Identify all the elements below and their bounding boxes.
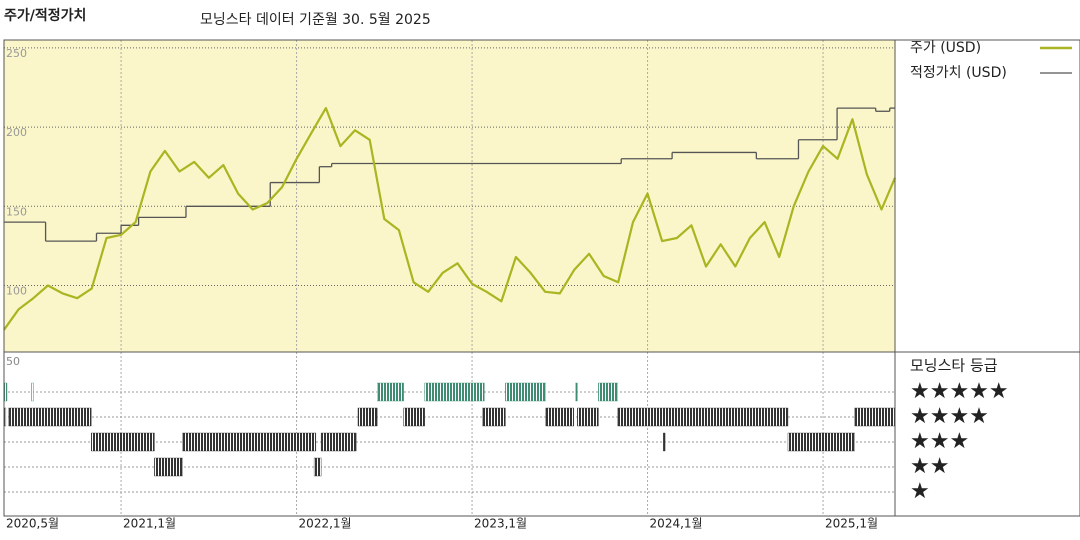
rating-bar: [320, 432, 357, 452]
rating-label: ★★★★★: [910, 379, 1009, 404]
plot-background: [4, 40, 895, 352]
rating-bar: [31, 382, 34, 402]
x-tick-label: 2024,1월: [650, 517, 703, 531]
x-tick-label: 2021,1월: [123, 517, 176, 531]
rating-bar: [403, 407, 425, 427]
rating-bar: [617, 407, 789, 427]
rating-panel-label: 50: [6, 355, 20, 368]
rating-bar: [424, 382, 485, 402]
price-line: [3, 107, 897, 331]
rating-bar: [91, 432, 155, 452]
rating-bar: [8, 407, 92, 427]
rating-bar: [182, 432, 317, 452]
rating-bar: [377, 382, 404, 402]
rating-bar: [482, 407, 506, 427]
x-tick-label: 2022,1월: [299, 517, 352, 531]
rating-bar: [577, 407, 599, 427]
y-tick-label: 250: [6, 47, 27, 60]
rating-label: ★: [910, 479, 930, 504]
rating-bar: [598, 382, 618, 402]
rating-bar: [505, 382, 546, 402]
legend-label: 주가 (USD): [910, 40, 981, 56]
rating-bar: [545, 407, 575, 427]
rating-bar: [154, 457, 183, 477]
rating-bar: [787, 432, 855, 452]
x-tick-label: 2023,1월: [474, 517, 527, 531]
rating-title: 모닝스타 등급: [910, 357, 998, 375]
rating-label: ★★★: [910, 429, 969, 454]
rating-bar: [357, 407, 378, 427]
x-tick-label: 2025,1월: [825, 517, 878, 531]
rating-bar: [313, 457, 322, 477]
rating-bar: [4, 407, 7, 427]
rating-bar: [663, 432, 666, 452]
chart-title: 주가/적정가치: [4, 7, 86, 24]
x-tick-label: 2020,5월: [6, 517, 59, 531]
rating-bar: [4, 382, 8, 402]
y-tick-label: 200: [6, 126, 27, 139]
chart-subtitle: 모닝스타 데이터 기준월 30. 5월 2025: [200, 12, 431, 28]
y-tick-label: 100: [6, 284, 27, 297]
rating-bar: [575, 382, 578, 402]
frame: [3, 39, 1080, 517]
rating-bar: [854, 407, 896, 427]
rating-label: ★★: [910, 454, 949, 479]
legend-label: 적정가치 (USD): [910, 65, 1007, 81]
rating-label: ★★★★: [910, 404, 989, 429]
y-tick-label: 150: [6, 205, 27, 218]
